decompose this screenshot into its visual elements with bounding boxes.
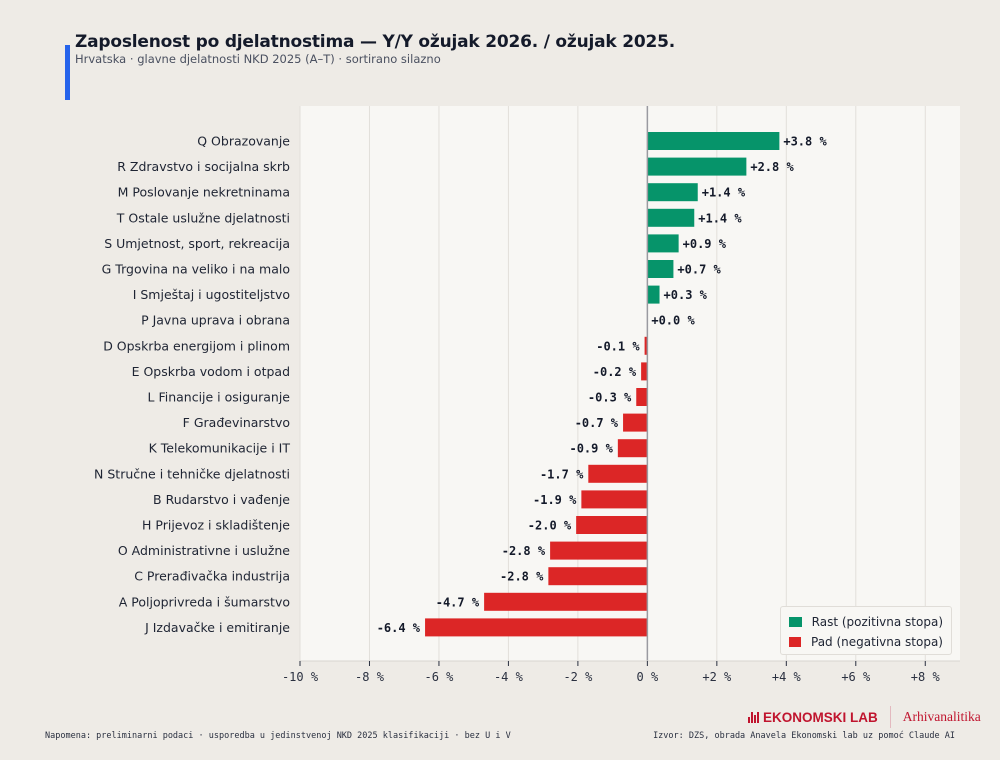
category-label: G Trgovina na veliko i na malo <box>102 262 290 277</box>
x-tick-label: -2 % <box>563 670 593 684</box>
brand-main-text: EKONOMSKI LAB <box>763 709 878 725</box>
category-label: N Stručne i tehničke djelatnosti <box>94 466 290 481</box>
value-label: +2.8 % <box>750 160 794 174</box>
category-label: B Rudarstvo i vađenje <box>153 492 290 507</box>
bar <box>647 260 674 278</box>
legend-label-positive: Rast (pozitivna stopa) <box>811 615 943 629</box>
value-label: -6.4 % <box>377 621 421 635</box>
value-label: -0.9 % <box>569 442 613 456</box>
value-label: -0.7 % <box>575 416 619 430</box>
x-tick-label: +8 % <box>911 670 941 684</box>
x-tick-label: +6 % <box>841 670 871 684</box>
value-label: -0.3 % <box>588 391 632 405</box>
category-label: O Administrativne i uslužne <box>118 543 290 558</box>
category-label: K Telekomunikacije i IT <box>149 441 291 456</box>
category-label: C Prerađivačka industrija <box>134 569 290 584</box>
legend-label-negative: Pad (negativna stopa) <box>811 635 943 649</box>
footnote-source: Izvor: DZS, obrada Anavela Ekonomski lab… <box>653 731 955 741</box>
category-label: H Prijevoz i skladištenje <box>142 518 290 533</box>
bar <box>647 285 660 304</box>
x-tick-label: -6 % <box>424 670 454 684</box>
category-label: F Građevinarstvo <box>183 415 290 430</box>
brand-logo: EKONOMSKI LAB Arhivanalitika <box>748 706 981 728</box>
brand-ekonomski-lab: EKONOMSKI LAB <box>748 710 878 725</box>
value-label: -1.7 % <box>540 467 584 481</box>
value-label: +0.9 % <box>683 237 727 251</box>
legend-item-negative: Pad (negativna stopa) <box>789 632 943 652</box>
bar <box>548 567 648 586</box>
category-label: J Izdavačke i emitiranje <box>144 620 290 635</box>
chart-subtitle: Hrvatska · glavne djelatnosti NKD 2025 (… <box>75 52 441 66</box>
bar <box>576 516 648 534</box>
value-label: -4.7 % <box>436 595 480 609</box>
bar <box>617 439 648 458</box>
x-tick-label: +4 % <box>772 670 802 684</box>
footnote-note: Napomena: preliminarni podaci · usporedb… <box>45 731 511 741</box>
category-label: I Smještaj i ugostiteljstvo <box>133 287 290 302</box>
category-label: L Financije i osiguranje <box>148 390 291 405</box>
title-accent-bar <box>65 45 70 100</box>
x-axis: -10 % -8 % -6 % -4 % -2 % 0 % +2 % +4 % +6 % +8 % <box>282 660 960 684</box>
bar <box>550 541 648 560</box>
value-labels: +3.8 % +2.8 % +1.4 % +1.4 % +0.9 % +0.7 % +0.3… <box>377 135 828 635</box>
category-label: S Umjetnost, sport, rekreacija <box>104 236 290 251</box>
legend-swatch-negative <box>789 637 801 647</box>
bar <box>644 336 648 355</box>
value-label: -1.9 % <box>533 493 577 507</box>
bar <box>588 464 648 483</box>
category-label: A Poljoprivreda i šumarstvo <box>119 594 290 609</box>
category-label: R Zdravstvo i socijalna skrb <box>117 159 290 174</box>
bar <box>647 234 679 253</box>
value-label: +3.8 % <box>783 135 827 149</box>
category-label: Q Obrazovanje <box>197 134 290 149</box>
bars-logo-icon <box>748 711 759 723</box>
x-tick-label: +2 % <box>702 670 732 684</box>
chart-title: Zaposlenost po djelatnostima — Y/Y ožuja… <box>75 32 675 52</box>
bar <box>425 618 648 637</box>
value-label: +1.4 % <box>702 186 746 200</box>
category-label: T Ostale uslužne djelatnosti <box>116 210 290 225</box>
value-label: -0.2 % <box>593 365 637 379</box>
brand-arhivanalitika: Arhivanalitika <box>902 709 981 724</box>
category-labels: Q Obrazovanje R Zdravstvo i socijalna skr… <box>94 134 290 635</box>
bar <box>623 413 648 432</box>
bar <box>647 132 780 150</box>
value-label: -2.8 % <box>500 570 544 584</box>
value-label: -2.0 % <box>528 519 572 533</box>
bar <box>647 183 698 202</box>
legend: Rast (pozitivna stopa) Pad (negativna st… <box>780 606 952 655</box>
bar <box>647 157 747 176</box>
bars <box>425 132 780 637</box>
bar <box>647 208 695 227</box>
gridlines <box>299 106 926 661</box>
category-label: P Javna uprava i obrana <box>141 313 290 328</box>
bar-chart: Q Obrazovanje R Zdravstvo i socijalna skr… <box>94 106 960 684</box>
category-label: M Poslovanje nekretninama <box>118 185 290 200</box>
value-label: +1.4 % <box>698 211 742 225</box>
value-label: +0.0 % <box>651 314 695 328</box>
legend-swatch-positive <box>789 617 802 627</box>
value-label: -0.1 % <box>596 339 640 353</box>
x-tick-label: -8 % <box>355 670 385 684</box>
value-label: +0.3 % <box>664 288 708 302</box>
x-tick-label: -4 % <box>494 670 524 684</box>
x-tick-label: -10 % <box>282 670 319 684</box>
x-tick-label: 0 % <box>637 670 659 684</box>
category-label: D Opskrba energijom i plinom <box>103 338 290 353</box>
brand-divider <box>889 706 891 728</box>
bar <box>581 490 648 509</box>
bar <box>636 388 648 406</box>
value-label: +0.7 % <box>677 263 721 277</box>
bar <box>641 362 648 381</box>
value-label: -2.8 % <box>502 544 546 558</box>
bar <box>484 592 648 611</box>
category-label: E Opskrba vodom i otpad <box>132 364 290 379</box>
legend-item-positive: Rast (pozitivna stopa) <box>789 612 943 632</box>
